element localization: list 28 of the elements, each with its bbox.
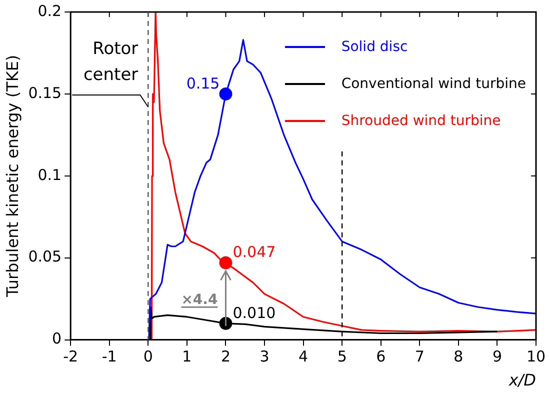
data-label: 0.15 bbox=[186, 74, 220, 92]
x-tick-label: 5 bbox=[337, 348, 347, 366]
legend-label: Conventional wind turbine bbox=[341, 76, 526, 92]
annotation: ×4.4 bbox=[181, 292, 218, 308]
data-label: 0.010 bbox=[232, 304, 276, 322]
x-tick-label: 1 bbox=[182, 348, 192, 366]
y-axis-title: Turbulent kinetic energy (TKE) bbox=[2, 54, 22, 298]
x-tick-label: 7 bbox=[414, 348, 424, 366]
x-tick-label: 3 bbox=[260, 348, 270, 366]
x-tick-label: 9 bbox=[492, 348, 502, 366]
x-tick-label: 6 bbox=[376, 348, 386, 366]
y-tick-label: 0.15 bbox=[28, 84, 62, 102]
x-tick-label: 10 bbox=[526, 348, 546, 366]
y-tick-label: 0.05 bbox=[28, 248, 62, 266]
y-tick-label: 0.2 bbox=[38, 2, 62, 20]
y-tick-label: 0.1 bbox=[38, 166, 62, 184]
x-tick-label: -2 bbox=[63, 348, 78, 366]
legend-label: Shrouded wind turbine bbox=[341, 112, 501, 128]
x-tick-label: 4 bbox=[298, 348, 308, 366]
y-tick-label: 0 bbox=[52, 330, 62, 348]
ref-line-label: Rotor center bbox=[83, 39, 138, 85]
x-tick-label: 0 bbox=[143, 348, 153, 366]
x-tick-label: 8 bbox=[454, 348, 464, 366]
data-label: 0.047 bbox=[232, 243, 276, 262]
legend-label: Solid disc bbox=[341, 38, 408, 54]
x-axis-title: x/D bbox=[508, 370, 536, 390]
x-tick-label: -1 bbox=[102, 348, 117, 366]
x-tick-label: 2 bbox=[220, 348, 231, 366]
